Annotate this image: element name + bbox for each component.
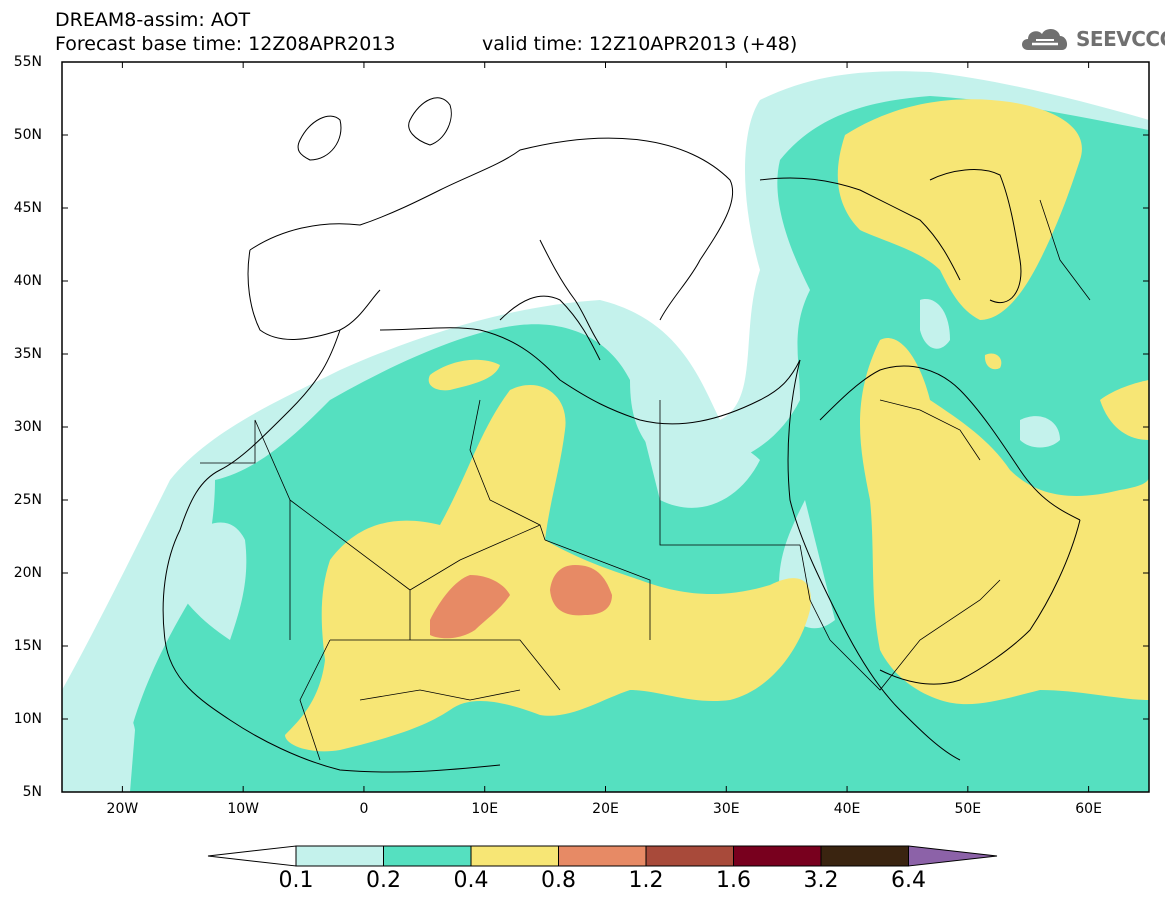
lat-label: 25N [13,492,42,508]
colorbar-box [733,845,822,867]
logo-text: SEEVCCC [1076,27,1165,51]
colorbar-box [820,845,909,867]
seevccc-logo: SEEVCCC [1018,22,1165,56]
colorbar-box [383,845,472,867]
lat-label: 45N [13,200,42,216]
borders [200,199,1091,761]
colorbar-box [558,845,647,867]
lon-label: 60E [1075,801,1102,817]
lat-label: 20N [13,565,42,581]
colorbar-label: 0.8 [541,868,576,893]
cloud-icon [1022,28,1068,50]
aot-band-0.8 [430,565,612,639]
colorbar-label: 3.2 [803,868,839,893]
lat-label: 35N [13,346,42,362]
lat-label: 55N [13,54,42,70]
valid-time: valid time: 12Z10APR2013 (+48) [482,33,798,55]
colorbar-box [470,845,559,867]
colorbar-label: 0.4 [453,868,489,893]
lon-label: 50E [954,801,982,817]
lon-label: 10E [471,801,499,817]
aot-field [62,71,1149,792]
lon-label: 10W [227,801,259,817]
lat-label: 10N [13,711,42,727]
lon-label: 40E [833,801,861,817]
lon-label: 30E [712,801,740,817]
colorbar-label: 1.2 [628,868,664,893]
colorbar-label: 0.1 [278,868,314,893]
coastlines [162,97,1081,773]
forecast-base-time: Forecast base time: 12Z08APR2013 [55,33,396,55]
lon-label: 20E [592,801,619,817]
aot-band-0.4 [285,99,1149,752]
lon-label: 20W [106,801,139,817]
axis-ticks [62,61,1149,793]
lat-label: 40N [13,273,42,289]
map-title: DREAM8-assim: AOT [55,9,251,31]
lat-label: 15N [13,638,42,654]
lat-label: 5N [22,784,42,800]
colorbar-label: 0.2 [366,868,401,893]
lat-label: 50N [13,127,42,143]
colorbar-arrow-high [908,845,998,867]
colorbar-arrow-low [207,845,297,867]
colorbar-label: 1.6 [716,868,751,893]
colorbar-label: 6.4 [891,868,926,893]
lon-label: 0 [359,801,369,817]
colorbar-boxes [207,845,998,867]
colorbar-box [295,845,384,867]
lat-label: 30N [13,419,42,435]
colorbar-box [645,845,734,867]
